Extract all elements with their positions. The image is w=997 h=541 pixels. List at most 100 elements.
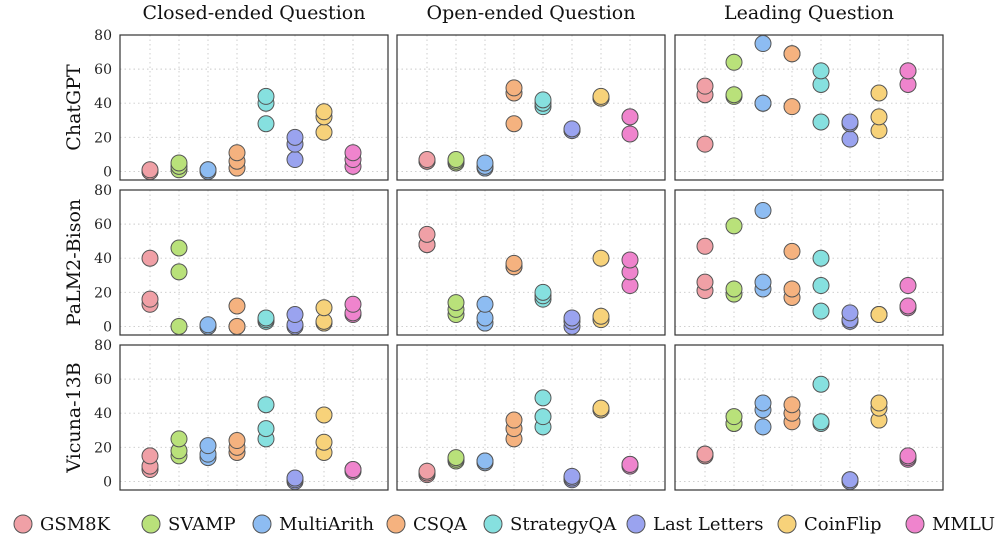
y-tick-label: 40 [94,406,112,422]
y-tick-label: 20 [94,440,112,456]
point-gsm8k [696,237,714,255]
y-tick-label: 0 [103,164,112,180]
point-gsm8k [141,161,159,179]
y-tick-label: 40 [94,96,112,112]
point-mmlu [899,62,917,80]
point-csqa [228,297,246,315]
point-strategyqa [812,302,830,320]
point-multiarith [754,418,772,436]
legend-marker-coinflip [777,514,797,534]
point-svamp [170,239,188,257]
panel-frame-chatgpt-leading-question [674,34,944,181]
legend-label-coinflip: CoinFlip [804,514,881,535]
panel-frame-palm2-bison-closed-ended-question [119,189,389,336]
point-gsm8k [418,225,436,243]
legend-label-svamp: SVAMP [168,514,236,535]
column-title-closed-ended-question: Closed-ended Question [143,2,366,24]
y-tick-label: 80 [94,338,112,354]
point-mmlu [899,447,917,465]
point-coinflip [592,307,610,325]
point-multiarith [754,94,772,112]
point-coinflip [870,306,888,324]
y-tick-label: 20 [94,130,112,146]
point-csqa [783,280,801,298]
point-svamp [447,151,465,169]
point-strategyqa [257,309,275,327]
point-last-letters [286,128,304,146]
legend-marker-mmlu [905,514,925,534]
point-gsm8k [696,273,714,291]
point-mmlu [344,295,362,313]
point-svamp [170,154,188,172]
legend-marker-multiarith [252,514,272,534]
y-tick-label: 20 [94,285,112,301]
point-csqa [228,432,246,450]
y-tick-label: 80 [94,183,112,199]
point-last-letters [563,309,581,327]
point-last-letters [563,120,581,138]
panel-frame-palm2-bison-open-ended-question [396,189,666,336]
point-mmlu [621,455,639,473]
row-title-vicuna-13b: Vicuna-13B [63,362,85,473]
point-gsm8k [418,462,436,480]
column-title-open-ended-question: Open-ended Question [427,2,636,24]
point-csqa [783,396,801,414]
legend-marker-strategyqa [483,514,503,534]
point-coinflip [870,84,888,102]
point-csqa [783,242,801,260]
y-tick-label: 60 [94,372,112,388]
point-strategyqa [812,375,830,393]
point-gsm8k [696,77,714,95]
legend-marker-svamp [141,514,161,534]
point-csqa [505,254,523,272]
point-mmlu [621,251,639,269]
point-csqa [505,115,523,133]
point-last-letters [841,471,859,489]
point-multiarith [199,161,217,179]
point-svamp [725,86,743,104]
point-csqa [783,45,801,63]
point-strategyqa [534,283,552,301]
y-tick-label: 0 [103,474,112,490]
panel-frame-vicuna-13b-leading-question [674,344,944,491]
point-svamp [447,449,465,467]
point-coinflip [870,394,888,412]
point-multiarith [754,273,772,291]
point-strategyqa [257,115,275,133]
point-strategyqa [534,389,552,407]
point-coinflip [592,249,610,267]
legend-marker-last-letters [626,514,646,534]
point-strategyqa [534,91,552,109]
y-tick-label: 0 [103,319,112,335]
legend-label-mmlu: MMLU [932,514,995,535]
point-strategyqa [257,420,275,438]
y-tick-label: 80 [94,28,112,44]
point-strategyqa [534,408,552,426]
row-title-palm2-bison: PaLM2-Bison [63,199,85,326]
panel-frame-chatgpt-open-ended-question [396,34,666,181]
point-coinflip [315,299,333,317]
point-coinflip [315,433,333,451]
point-svamp [170,317,188,335]
point-mmlu [899,297,917,315]
point-coinflip [870,108,888,126]
point-mmlu [899,277,917,295]
point-coinflip [315,406,333,424]
point-svamp [447,294,465,312]
point-gsm8k [696,445,714,463]
point-strategyqa [257,87,275,105]
panel-frame-vicuna-13b-open-ended-question [396,344,666,491]
y-tick-label: 60 [94,62,112,78]
point-last-letters [286,151,304,169]
legend-marker-csqa [386,514,406,534]
point-strategyqa [812,249,830,267]
point-mmlu [621,125,639,143]
point-last-letters [841,113,859,131]
point-strategyqa [812,113,830,131]
column-title-leading-question: Leading Question [724,2,894,24]
point-svamp [725,53,743,71]
point-multiarith [199,437,217,455]
point-multiarith [476,154,494,172]
point-coinflip [315,103,333,121]
point-gsm8k [418,151,436,169]
